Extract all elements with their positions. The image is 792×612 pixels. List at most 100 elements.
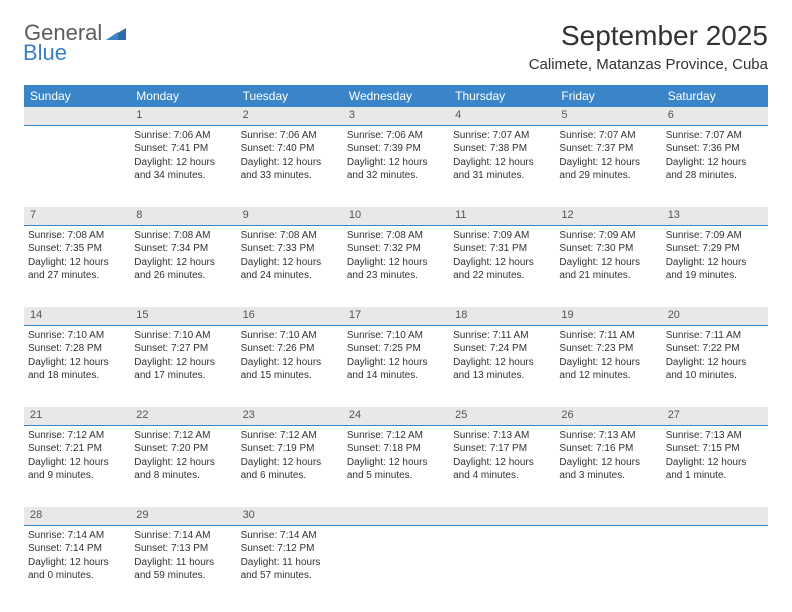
- day-data-line: and 9 minutes.: [28, 469, 126, 483]
- day-data-line: and 32 minutes.: [347, 169, 445, 183]
- weekday-header-tuesday: Tuesday: [237, 85, 343, 107]
- day-data-line: Sunset: 7:34 PM: [134, 242, 232, 256]
- day-number-cell: 25: [449, 407, 555, 425]
- day-data-cell: Sunrise: 7:09 AMSunset: 7:31 PMDaylight:…: [449, 225, 555, 307]
- day-data-line: Sunset: 7:13 PM: [134, 542, 232, 556]
- day-data-line: Sunrise: 7:13 AM: [666, 429, 764, 443]
- day-data-line: Daylight: 12 hours: [666, 156, 764, 170]
- weekday-header-thursday: Thursday: [449, 85, 555, 107]
- day-data-line: Daylight: 12 hours: [28, 456, 126, 470]
- day-data-cell: Sunrise: 7:08 AMSunset: 7:34 PMDaylight:…: [130, 225, 236, 307]
- day-data-line: Sunrise: 7:06 AM: [347, 129, 445, 143]
- week-0-daynum-row: 123456: [24, 107, 768, 125]
- day-data-line: and 57 minutes.: [241, 569, 339, 583]
- day-data-cell: Sunrise: 7:13 AMSunset: 7:15 PMDaylight:…: [662, 425, 768, 507]
- day-data-line: Sunrise: 7:12 AM: [241, 429, 339, 443]
- day-data-line: Sunset: 7:25 PM: [347, 342, 445, 356]
- day-number-cell: 20: [662, 307, 768, 325]
- day-data-line: and 10 minutes.: [666, 369, 764, 383]
- day-data-line: and 8 minutes.: [134, 469, 232, 483]
- day-data-line: and 22 minutes.: [453, 269, 551, 283]
- day-data-line: Daylight: 11 hours: [241, 556, 339, 570]
- day-data-line: Sunset: 7:41 PM: [134, 142, 232, 156]
- day-number-cell: 23: [237, 407, 343, 425]
- day-data-line: and 12 minutes.: [559, 369, 657, 383]
- day-data-cell: Sunrise: 7:06 AMSunset: 7:39 PMDaylight:…: [343, 125, 449, 207]
- weekday-header-wednesday: Wednesday: [343, 85, 449, 107]
- logo-triangle-icon: [106, 27, 130, 44]
- day-data-line: Sunrise: 7:07 AM: [666, 129, 764, 143]
- day-data-cell: [662, 525, 768, 607]
- day-data-line: Sunrise: 7:10 AM: [28, 329, 126, 343]
- day-number-cell: 13: [662, 207, 768, 225]
- day-data-line: and 29 minutes.: [559, 169, 657, 183]
- day-data-line: Sunset: 7:31 PM: [453, 242, 551, 256]
- day-data-line: Sunset: 7:33 PM: [241, 242, 339, 256]
- day-data-line: Sunrise: 7:07 AM: [453, 129, 551, 143]
- day-data-line: and 18 minutes.: [28, 369, 126, 383]
- day-data-cell: [555, 525, 661, 607]
- page-header: General Blue September 2025 Calimete, Ma…: [24, 20, 768, 73]
- day-data-line: Daylight: 12 hours: [453, 456, 551, 470]
- day-number-cell: 21: [24, 407, 130, 425]
- day-data-line: and 28 minutes.: [666, 169, 764, 183]
- week-1-data-row: Sunrise: 7:08 AMSunset: 7:35 PMDaylight:…: [24, 225, 768, 307]
- day-data-line: Sunrise: 7:12 AM: [28, 429, 126, 443]
- day-data-line: Sunset: 7:27 PM: [134, 342, 232, 356]
- day-data-line: Sunrise: 7:12 AM: [347, 429, 445, 443]
- day-data-line: Sunset: 7:14 PM: [28, 542, 126, 556]
- day-data-line: Sunrise: 7:14 AM: [134, 529, 232, 543]
- day-data-line: and 1 minute.: [666, 469, 764, 483]
- day-data-cell: Sunrise: 7:14 AMSunset: 7:12 PMDaylight:…: [237, 525, 343, 607]
- day-data-cell: Sunrise: 7:12 AMSunset: 7:20 PMDaylight:…: [130, 425, 236, 507]
- day-data-line: Sunset: 7:12 PM: [241, 542, 339, 556]
- day-number-cell: 26: [555, 407, 661, 425]
- page-subtitle: Calimete, Matanzas Province, Cuba: [529, 56, 768, 73]
- day-number-cell: [555, 507, 661, 525]
- day-data-line: Sunrise: 7:12 AM: [134, 429, 232, 443]
- day-data-line: Daylight: 12 hours: [559, 156, 657, 170]
- day-data-line: Daylight: 12 hours: [347, 256, 445, 270]
- day-number-cell: [343, 507, 449, 525]
- day-data-line: and 3 minutes.: [559, 469, 657, 483]
- day-data-line: Sunrise: 7:07 AM: [559, 129, 657, 143]
- day-data-line: Daylight: 12 hours: [28, 356, 126, 370]
- day-number-cell: 1: [130, 107, 236, 125]
- day-data-cell: Sunrise: 7:12 AMSunset: 7:19 PMDaylight:…: [237, 425, 343, 507]
- day-data-line: and 5 minutes.: [347, 469, 445, 483]
- day-number-cell: 3: [343, 107, 449, 125]
- day-data-cell: Sunrise: 7:10 AMSunset: 7:28 PMDaylight:…: [24, 325, 130, 407]
- day-data-line: Sunset: 7:22 PM: [666, 342, 764, 356]
- day-data-line: Sunset: 7:35 PM: [28, 242, 126, 256]
- day-data-line: Daylight: 12 hours: [134, 256, 232, 270]
- day-data-line: and 33 minutes.: [241, 169, 339, 183]
- day-data-line: and 13 minutes.: [453, 369, 551, 383]
- week-2-data-row: Sunrise: 7:10 AMSunset: 7:28 PMDaylight:…: [24, 325, 768, 407]
- logo-text: General Blue: [24, 20, 130, 72]
- day-data-line: Daylight: 12 hours: [347, 356, 445, 370]
- day-data-cell: Sunrise: 7:14 AMSunset: 7:14 PMDaylight:…: [24, 525, 130, 607]
- week-3-daynum-row: 21222324252627: [24, 407, 768, 425]
- day-number-cell: 14: [24, 307, 130, 325]
- day-data-cell: Sunrise: 7:08 AMSunset: 7:32 PMDaylight:…: [343, 225, 449, 307]
- day-data-line: Sunrise: 7:11 AM: [453, 329, 551, 343]
- calendar-table: SundayMondayTuesdayWednesdayThursdayFrid…: [24, 85, 768, 607]
- day-data-line: Daylight: 12 hours: [134, 456, 232, 470]
- day-data-cell: [449, 525, 555, 607]
- day-data-line: and 31 minutes.: [453, 169, 551, 183]
- weekday-header-sunday: Sunday: [24, 85, 130, 107]
- day-data-line: Daylight: 12 hours: [134, 156, 232, 170]
- day-data-cell: Sunrise: 7:10 AMSunset: 7:25 PMDaylight:…: [343, 325, 449, 407]
- day-data-line: Sunset: 7:24 PM: [453, 342, 551, 356]
- day-data-line: and 24 minutes.: [241, 269, 339, 283]
- day-data-line: Sunrise: 7:06 AM: [241, 129, 339, 143]
- day-data-line: Sunrise: 7:14 AM: [28, 529, 126, 543]
- day-number-cell: 11: [449, 207, 555, 225]
- day-data-line: Sunrise: 7:13 AM: [559, 429, 657, 443]
- day-data-line: and 17 minutes.: [134, 369, 232, 383]
- day-data-cell: Sunrise: 7:13 AMSunset: 7:16 PMDaylight:…: [555, 425, 661, 507]
- day-number-cell: [24, 107, 130, 125]
- day-data-line: Sunset: 7:37 PM: [559, 142, 657, 156]
- day-data-line: Daylight: 12 hours: [28, 556, 126, 570]
- day-data-line: and 27 minutes.: [28, 269, 126, 283]
